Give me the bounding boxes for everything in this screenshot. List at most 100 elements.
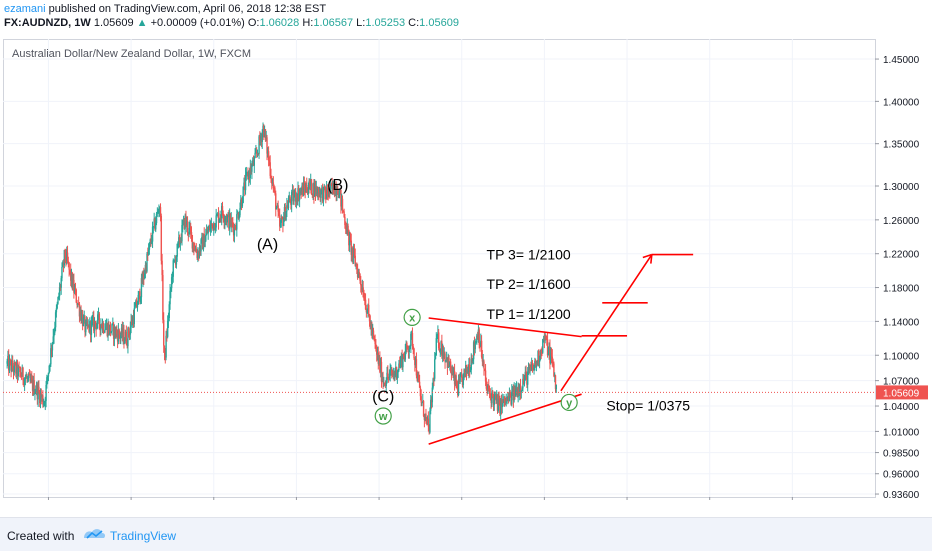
candle-body — [50, 348, 52, 365]
candle-body — [147, 249, 150, 255]
candle-body — [171, 276, 174, 278]
wave-label: y — [566, 397, 573, 409]
candle-body — [462, 373, 465, 386]
candle-body — [154, 218, 156, 230]
wave-circle — [403, 308, 421, 326]
candle-body — [516, 388, 519, 398]
candle-body — [190, 232, 193, 235]
candle-body — [42, 395, 44, 405]
publish-text: published on TradingView.com, April 06, … — [45, 3, 327, 15]
candle-body — [20, 375, 23, 377]
candle-body — [213, 223, 215, 231]
candle-body — [58, 287, 61, 297]
candle-body — [306, 184, 308, 192]
candle-body — [112, 323, 114, 325]
candle-body — [436, 335, 438, 339]
candle-body — [400, 355, 403, 361]
candle-body — [303, 183, 306, 188]
low-value: 1.05253 — [365, 17, 406, 29]
candle-body — [332, 183, 334, 189]
candle-body — [383, 382, 386, 384]
candle-body — [526, 372, 528, 385]
candle-body — [217, 213, 219, 216]
candle-body — [354, 255, 356, 266]
tradingview-brand-link[interactable]: TradingView — [110, 529, 177, 543]
candle-body — [474, 342, 476, 350]
symbol-label[interactable]: FX:AUDNZD, 1W — [4, 17, 91, 29]
candle-body — [253, 157, 256, 166]
candle-body — [250, 166, 252, 172]
candle-body — [120, 327, 123, 336]
chart-area[interactable]: (A) (B) (C) x w y TP 3= 1/2100 TP 2= 1/1600 TP 1… — [3, 39, 929, 513]
candle-body — [6, 361, 8, 364]
candle-body — [453, 371, 455, 374]
candle-body — [74, 289, 77, 290]
candle-body — [448, 357, 450, 367]
candle-body — [92, 316, 94, 321]
candle-body — [167, 318, 170, 321]
candle-body — [241, 202, 244, 207]
candle-body — [251, 165, 253, 172]
candle-body — [38, 386, 40, 392]
candle-body — [202, 233, 205, 250]
candle-body — [169, 290, 171, 305]
candle-body — [512, 387, 515, 401]
candle-body — [35, 384, 38, 392]
candle-body — [502, 399, 504, 403]
candle-body — [252, 160, 254, 166]
candle-body — [255, 152, 257, 153]
candle-body — [408, 349, 410, 353]
price-axis[interactable]: 1.45000 1.40000 1.35000 1.30000 1.26000 1.220… — [875, 55, 928, 501]
candle-body — [268, 160, 271, 163]
candle-body — [523, 379, 526, 384]
candle-body — [316, 186, 318, 194]
candle-body — [439, 349, 441, 351]
candle-body — [392, 372, 395, 376]
candle-body — [133, 308, 135, 325]
candle-body — [420, 396, 422, 403]
candle-body — [468, 364, 471, 372]
candle-body — [294, 191, 296, 197]
candle-body — [406, 343, 408, 347]
candle-body — [403, 354, 405, 358]
candle-body — [283, 218, 285, 226]
candle-body — [267, 151, 269, 154]
candle-body — [124, 331, 127, 341]
candle-body — [209, 225, 211, 231]
price-chart[interactable]: (A) (B) (C) x w y TP 3= 1/2100 TP 2= 1/1600 TP 1… — [3, 39, 929, 513]
candle-body — [182, 218, 185, 224]
author-link[interactable]: ezamani — [4, 3, 46, 15]
candle-body — [534, 360, 536, 365]
y-tick-label: 1.07000 — [883, 377, 920, 388]
candle-body — [34, 392, 36, 395]
candle-body — [366, 311, 368, 313]
candle-body — [186, 221, 189, 233]
candle-body — [296, 197, 298, 202]
annotation-labels: (A) (B) (C) x w y TP 3= 1/2100 TP 2= 1/1600 TP 1… — [257, 177, 690, 425]
candle-body — [28, 373, 31, 376]
candle-body — [279, 215, 281, 227]
candle-body — [314, 183, 316, 197]
candle-body — [19, 367, 21, 372]
candle-body — [312, 183, 314, 195]
candle-body — [310, 179, 313, 195]
candle-body — [273, 187, 275, 189]
candle-body — [333, 194, 336, 197]
candle-body — [326, 188, 329, 195]
candle-body — [66, 252, 68, 262]
candle-body — [413, 348, 415, 359]
candle-body — [337, 193, 340, 198]
candle-body — [401, 355, 403, 368]
candle-body — [430, 399, 432, 411]
candle-body — [196, 252, 198, 258]
candle-body — [418, 381, 421, 388]
candle-body — [546, 339, 548, 341]
y-tick-label: 1.10000 — [883, 351, 920, 362]
candle-body — [64, 249, 66, 257]
candle-body — [174, 259, 177, 265]
candle-body — [123, 329, 125, 344]
candle-body — [56, 303, 58, 309]
candle-body — [466, 369, 468, 374]
candle-body — [321, 187, 323, 190]
candle-body — [513, 387, 515, 401]
